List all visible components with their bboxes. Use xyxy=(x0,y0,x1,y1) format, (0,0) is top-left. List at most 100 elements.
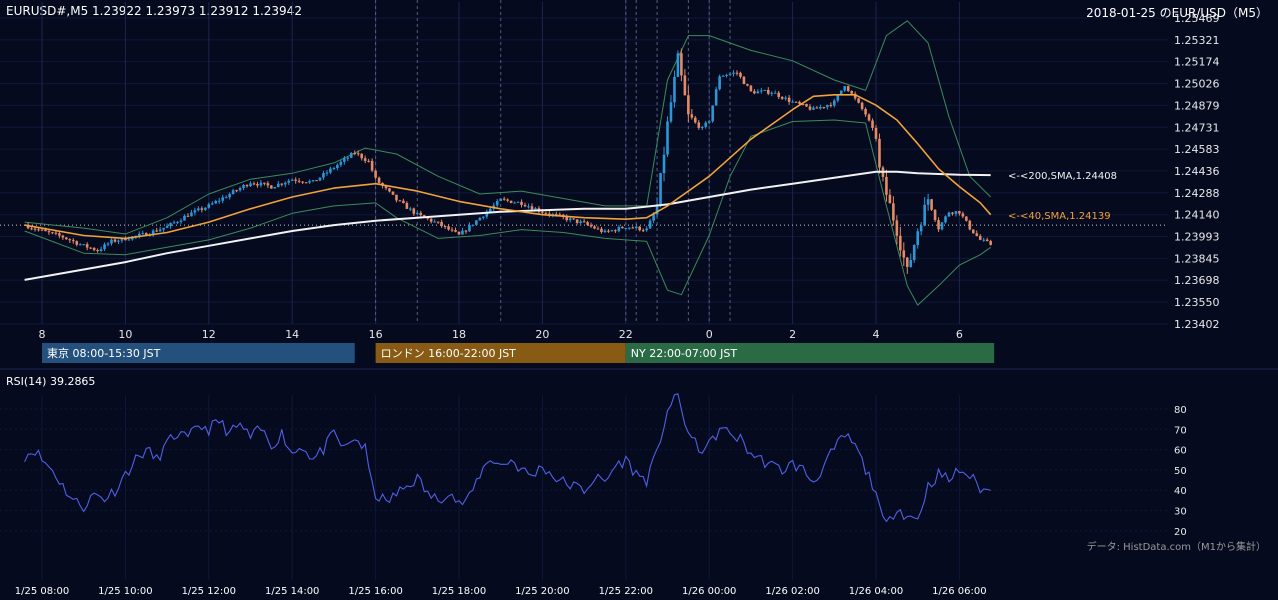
sma40-line xyxy=(24,94,992,240)
candle-body xyxy=(808,106,812,110)
candle-body xyxy=(551,214,555,216)
candle-body xyxy=(985,239,989,242)
candle-body xyxy=(363,158,367,161)
candle-body xyxy=(899,235,902,251)
rsi-time-label: 1/25 18:00 xyxy=(432,586,486,597)
candle-body xyxy=(478,217,482,221)
candle-body xyxy=(252,183,256,185)
candle-body xyxy=(895,220,899,236)
candle-body xyxy=(127,239,131,241)
candle-body xyxy=(815,107,819,109)
rsi-title: RSI(14) 39.2865 xyxy=(6,375,95,388)
candle-body xyxy=(58,233,61,236)
rsi-line xyxy=(24,393,991,523)
candle-body xyxy=(846,86,850,91)
candle-body xyxy=(857,98,860,103)
rsi-tick-label: 70 xyxy=(1174,425,1187,436)
candle-body xyxy=(183,215,186,221)
candle-body xyxy=(905,257,909,267)
price-tick-label: 1.23698 xyxy=(1174,274,1220,287)
price-tick-label: 1.23402 xyxy=(1174,318,1220,331)
candle-body xyxy=(621,227,624,229)
candle-body xyxy=(704,122,708,127)
candle-body xyxy=(610,230,614,232)
candle-body xyxy=(902,250,906,258)
time-tick-label: 16 xyxy=(369,328,383,341)
candle-body xyxy=(940,222,944,230)
candle-body xyxy=(763,89,767,91)
candle-body xyxy=(210,203,214,205)
candle-body xyxy=(475,220,478,225)
candle-body xyxy=(975,233,979,236)
candle-body xyxy=(527,206,530,208)
candle-body xyxy=(871,120,874,128)
candle-body xyxy=(923,204,926,226)
candle-body xyxy=(117,240,120,242)
candle-body xyxy=(297,180,301,182)
candle-body xyxy=(627,227,631,229)
candle-body xyxy=(367,160,370,162)
candle-body xyxy=(190,212,193,217)
candle-body xyxy=(833,100,836,106)
candle-body xyxy=(343,158,346,162)
session-label: ロンドン 16:00-22:00 JST xyxy=(381,347,517,360)
price-tick-label: 1.24879 xyxy=(1174,99,1220,112)
candle-body xyxy=(51,232,54,234)
candle-body xyxy=(874,127,878,139)
candle-body xyxy=(888,194,892,204)
candle-body xyxy=(756,91,760,94)
sma-value-label: <-<200,SMA,1.24408 xyxy=(1008,171,1117,182)
candle-body xyxy=(75,241,79,245)
candle-body xyxy=(603,230,607,233)
candle-body xyxy=(30,228,33,230)
candle-body xyxy=(624,228,628,230)
candle-body xyxy=(256,184,259,186)
candle-body xyxy=(652,214,655,221)
candle-body xyxy=(426,217,430,219)
candle-body xyxy=(280,183,284,185)
bollinger-lower-line xyxy=(24,119,991,306)
rsi-time-label: 1/25 20:00 xyxy=(515,586,569,597)
candle-body xyxy=(972,229,975,234)
candle-body xyxy=(714,89,718,106)
candle-body xyxy=(165,226,169,228)
candle-body xyxy=(721,75,725,77)
chart-header-symbol: EURUSD#,M5 1.23922 1.23973 1.23912 1.239… xyxy=(6,4,302,18)
candle-body xyxy=(186,215,190,217)
candle-body xyxy=(822,106,826,108)
time-tick-label: 12 xyxy=(202,328,216,341)
candle-body xyxy=(582,221,586,223)
rsi-time-label: 1/26 06:00 xyxy=(932,586,986,597)
candle-body xyxy=(749,85,753,92)
candle-body xyxy=(614,230,617,232)
candle-body xyxy=(221,197,224,201)
candle-body xyxy=(311,180,315,182)
candle-body xyxy=(878,138,881,168)
candle-body xyxy=(520,201,523,205)
candle-body xyxy=(760,90,763,92)
candle-body xyxy=(259,182,263,186)
candle-body xyxy=(937,220,940,230)
candle-body xyxy=(780,96,784,99)
candle-body xyxy=(454,230,457,232)
candle-body xyxy=(249,183,252,187)
candle-body xyxy=(982,239,986,241)
candle-body xyxy=(412,208,416,214)
candle-body xyxy=(839,90,843,95)
candle-body xyxy=(909,259,913,267)
candle-body xyxy=(176,221,179,223)
candle-body xyxy=(374,170,377,178)
candle-body xyxy=(277,183,280,188)
candle-body xyxy=(544,212,548,214)
candle-body xyxy=(65,237,68,240)
session-label: NY 22:00-07:00 JST xyxy=(631,347,738,360)
candle-body xyxy=(596,228,600,230)
candle-body xyxy=(568,218,572,221)
candle-body xyxy=(54,232,58,234)
candle-body xyxy=(193,210,197,213)
candle-body xyxy=(92,247,96,251)
candle-body xyxy=(770,92,774,94)
candle-body xyxy=(700,126,704,128)
candle-body xyxy=(558,214,562,216)
candle-body xyxy=(648,220,652,229)
